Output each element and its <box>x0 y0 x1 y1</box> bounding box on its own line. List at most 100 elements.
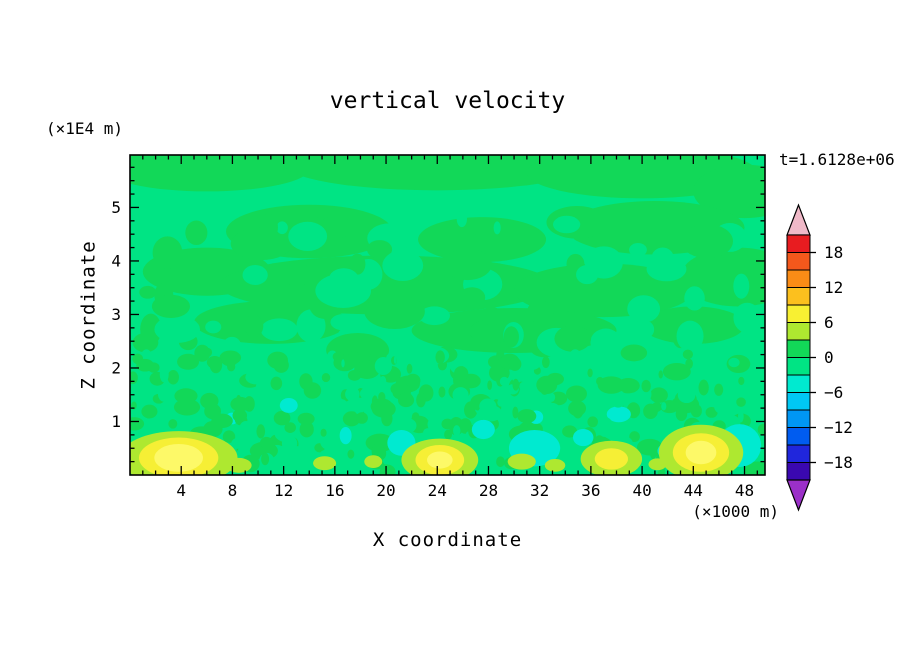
speckle <box>341 359 345 368</box>
colorbar-segment <box>786 304 811 323</box>
band-patch <box>130 155 310 192</box>
speckle <box>269 462 295 475</box>
speckle <box>554 325 592 352</box>
colorbar-under-arrow <box>786 479 811 512</box>
speckle <box>733 273 750 299</box>
speckle <box>273 410 291 426</box>
speckle <box>690 404 702 418</box>
speckle <box>281 435 298 452</box>
speckle <box>497 398 505 407</box>
speckle <box>152 236 183 269</box>
speckle <box>738 410 744 423</box>
colorbar-label: −18 <box>824 453 853 472</box>
x-tick-label: 48 <box>735 481 754 500</box>
speckle <box>245 369 267 385</box>
speckle <box>675 406 688 422</box>
x-tick-label: 24 <box>428 481 447 500</box>
x-tick-label: 28 <box>479 481 498 500</box>
speckle <box>512 378 520 391</box>
speckle <box>698 379 709 396</box>
speckle <box>371 400 396 418</box>
speckle <box>512 406 519 419</box>
speckle <box>677 387 696 404</box>
speckle <box>239 421 253 436</box>
z-axis-unit-label: (×1E4 m) <box>46 119 124 138</box>
speckle <box>547 392 556 402</box>
speckle <box>347 369 362 381</box>
colorbar-segment <box>786 252 811 271</box>
band-patch <box>283 155 591 191</box>
speckle <box>139 285 157 299</box>
speckle <box>562 425 578 438</box>
speckle <box>636 438 663 456</box>
speckle <box>728 357 740 368</box>
x-tick-label: 32 <box>530 481 549 500</box>
speckle <box>606 406 631 423</box>
speckle <box>320 428 327 437</box>
updraft-ring <box>685 440 717 465</box>
speckle <box>597 376 625 394</box>
speckle <box>232 409 248 423</box>
speckle <box>629 243 647 257</box>
z-tick-label: 4 <box>111 251 121 270</box>
speckle <box>620 344 648 362</box>
speckle <box>651 247 674 268</box>
speckle <box>276 221 288 235</box>
speckle <box>289 358 301 377</box>
speckle <box>329 268 359 289</box>
speckle <box>484 445 497 460</box>
speckle <box>196 369 206 378</box>
speckle <box>757 423 765 436</box>
colorbar-label: 18 <box>824 243 843 262</box>
speckle <box>355 412 368 424</box>
speckle <box>469 319 512 345</box>
speckle <box>366 240 393 259</box>
speckle <box>438 386 446 398</box>
speckle <box>629 431 640 443</box>
speckle <box>260 318 298 342</box>
speckle <box>481 405 489 415</box>
speckle <box>452 387 469 403</box>
x-axis-unit-label: (×1000 m) <box>692 502 779 521</box>
speckle <box>639 321 655 338</box>
speckle <box>662 363 691 381</box>
speckle <box>593 350 606 366</box>
colorbar-segment <box>786 269 811 288</box>
speckle <box>219 350 242 365</box>
speckle <box>661 402 667 411</box>
speckle <box>682 349 694 360</box>
speckle <box>261 452 270 466</box>
speckle <box>499 376 509 387</box>
speckle <box>374 356 393 376</box>
speckle <box>681 224 733 259</box>
speckle <box>342 411 361 427</box>
speckle <box>430 422 439 433</box>
speckle <box>379 376 387 388</box>
speckle <box>487 380 493 391</box>
speckle <box>649 387 668 403</box>
speckle <box>247 388 253 396</box>
x-tick-label: 4 <box>176 481 186 500</box>
speckle <box>157 386 170 402</box>
updraft-hint <box>544 458 566 472</box>
speckle <box>132 332 159 353</box>
speckle <box>736 397 746 407</box>
chart-title: vertical velocity <box>329 88 566 114</box>
speckle <box>203 420 223 438</box>
speckle <box>281 262 313 286</box>
colorbar-segment <box>786 409 811 428</box>
speckle <box>714 400 729 414</box>
speckle <box>418 306 450 326</box>
speckle <box>168 419 178 429</box>
colorbar-segment <box>786 462 811 481</box>
z-tick-label: 2 <box>111 358 121 377</box>
speckle <box>433 375 444 387</box>
speckle <box>590 328 622 356</box>
speckle <box>364 294 425 330</box>
speckle <box>536 375 558 395</box>
z-tick-label: 5 <box>111 198 121 217</box>
speckle <box>685 358 693 369</box>
speckle <box>159 366 169 383</box>
speckle <box>517 409 537 424</box>
speckle <box>230 396 251 412</box>
